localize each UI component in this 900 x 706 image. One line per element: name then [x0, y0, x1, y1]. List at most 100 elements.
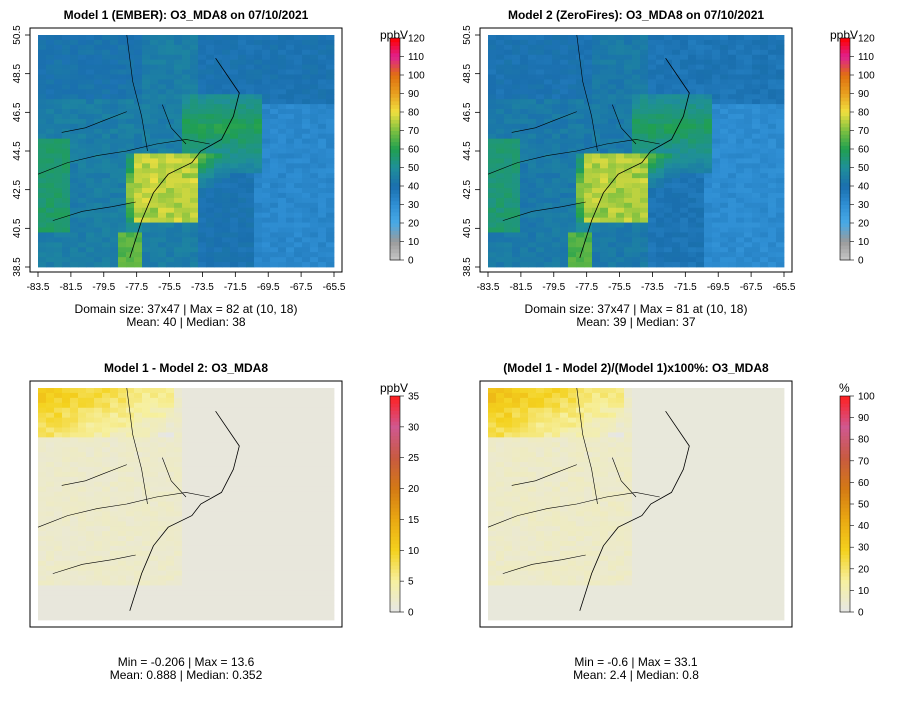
map-cell — [278, 217, 287, 223]
map-cell — [150, 262, 159, 268]
map-cell — [94, 407, 103, 414]
colorbar-segment — [390, 149, 400, 154]
map-cell — [776, 79, 785, 85]
map-cell — [62, 402, 71, 409]
map-cell — [94, 481, 103, 488]
map-cell — [504, 128, 513, 135]
map-cell — [54, 447, 63, 453]
map-cell — [110, 605, 119, 611]
map-cell — [238, 531, 247, 537]
map-cell — [544, 143, 553, 149]
map-cell — [54, 481, 63, 488]
map-cell — [736, 49, 745, 56]
map-cell — [776, 99, 785, 105]
map-cell — [78, 84, 87, 90]
map-cell — [206, 541, 215, 547]
map-cell — [656, 192, 665, 199]
map-cell — [94, 69, 103, 75]
map-cell — [214, 212, 223, 219]
map-cell — [648, 173, 657, 179]
map-cell — [70, 496, 79, 502]
map-cell — [86, 590, 95, 596]
map-cell — [70, 99, 79, 105]
map-cell — [94, 138, 103, 144]
map-cell — [166, 496, 175, 502]
map-cell — [680, 104, 689, 110]
map-cell — [54, 550, 63, 557]
map-cell — [190, 257, 199, 263]
map-cell — [528, 143, 537, 149]
map-cell — [78, 550, 87, 557]
map-cell — [102, 148, 111, 154]
map-cell — [238, 64, 247, 70]
map-cell — [118, 232, 127, 238]
map-cell — [166, 590, 175, 596]
map-cell — [512, 64, 521, 70]
colorbar-segment — [390, 119, 400, 124]
map-cell — [294, 84, 303, 90]
map-cell — [488, 242, 497, 248]
map-cell — [214, 462, 223, 468]
map-cell — [688, 44, 697, 51]
map-cell — [126, 397, 135, 404]
map-cell — [222, 128, 231, 135]
map-cell — [752, 217, 761, 223]
map-cell — [278, 74, 287, 80]
map-cell — [46, 447, 55, 453]
map-cell — [656, 123, 665, 130]
map-cell — [488, 197, 497, 204]
map-cell — [760, 188, 769, 194]
map-cell — [560, 118, 569, 125]
map-cell — [768, 222, 777, 228]
map-cell — [536, 247, 545, 253]
map-cell — [504, 252, 513, 258]
map-cell — [720, 237, 729, 243]
colorbar-tick-label: 10 — [858, 237, 870, 248]
map-cell — [262, 133, 271, 140]
map-cell — [616, 138, 625, 144]
map-cell — [270, 104, 279, 110]
map-cell — [768, 252, 777, 258]
map-cell — [536, 39, 545, 46]
map-cell — [656, 207, 665, 214]
map-cell — [576, 257, 585, 263]
map-cell — [78, 501, 87, 507]
colorbar-tick-label: 120 — [858, 34, 875, 45]
map-cell — [166, 188, 175, 194]
map-cell — [70, 457, 79, 463]
map-cell — [728, 148, 737, 154]
map-cell — [528, 118, 537, 125]
map-cell — [302, 247, 311, 253]
map-cell — [206, 555, 215, 562]
map-cell — [664, 148, 673, 154]
map-cell — [214, 585, 223, 591]
map-cell — [214, 526, 223, 532]
map-cell — [768, 74, 777, 80]
map-cell — [776, 69, 785, 75]
map-cell — [54, 192, 63, 199]
map-cell — [318, 173, 327, 179]
map-cell — [86, 388, 95, 394]
map-cell — [110, 462, 119, 468]
map-cell — [110, 526, 119, 532]
map-cell — [680, 237, 689, 243]
map-cell — [720, 133, 729, 140]
map-cell — [222, 496, 231, 502]
map-cell — [166, 118, 175, 125]
map-cell — [126, 64, 135, 70]
map-cell — [760, 262, 769, 268]
map-cell — [46, 397, 55, 404]
map-cell — [166, 595, 175, 601]
map-cell — [584, 163, 593, 169]
colorbar-tick-label: 40 — [858, 182, 870, 193]
x-tick-label: -79.5 — [542, 282, 565, 293]
map-cell — [182, 600, 191, 606]
map-cell — [126, 536, 135, 542]
map-cell — [278, 168, 287, 174]
map-cell — [62, 49, 71, 56]
colorbar-segment — [840, 82, 850, 87]
map-cell — [134, 447, 143, 453]
map-cell — [174, 173, 183, 179]
map-cell — [504, 133, 513, 140]
map-cell — [38, 94, 47, 100]
